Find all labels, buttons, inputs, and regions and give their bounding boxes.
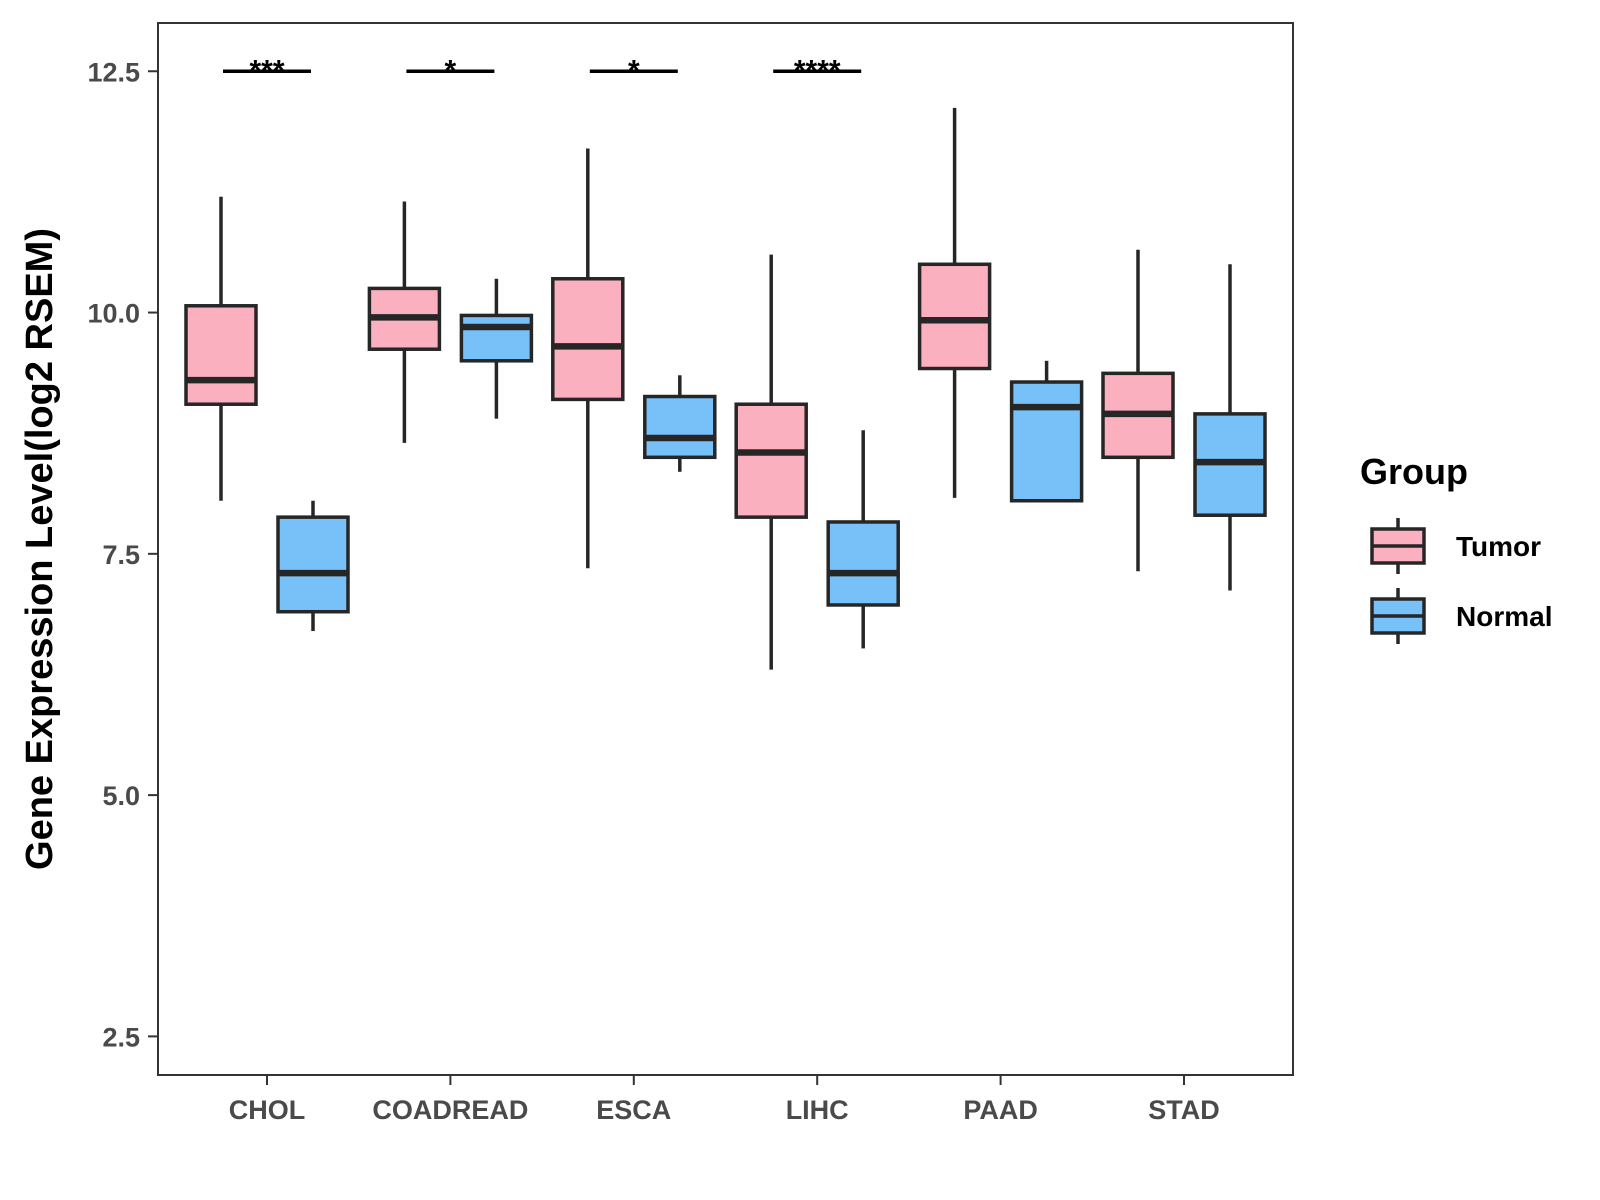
significance-label: ***	[249, 54, 284, 87]
legend-item-normal: Normal	[1370, 588, 1552, 644]
box-iqr	[459, 313, 534, 363]
box-normal-coadread	[459, 278, 534, 419]
box-iqr	[734, 402, 808, 519]
legend-label: Tumor	[1456, 531, 1541, 562]
box-iqr	[917, 262, 992, 371]
x-tick-label: PAAD	[963, 1095, 1038, 1125]
y-axis: 2.5 5.0 7.5 10.0 12.5	[87, 57, 158, 1052]
legend: Group Tumor Normal	[1360, 451, 1552, 644]
x-tick-label: STAD	[1148, 1095, 1220, 1125]
box-normal-esca	[643, 375, 717, 472]
significance-label: *	[628, 54, 640, 87]
x-tick-label: LIHC	[786, 1095, 849, 1125]
significance-label: *	[445, 54, 457, 87]
y-axis-title: Gene Expression Level(log2 RSEM)	[19, 228, 61, 870]
box-tumor-coadread	[367, 201, 442, 443]
box-tumor-lihc	[734, 254, 808, 670]
significance-annotations: *** * * ****	[223, 54, 862, 87]
box-tumor-stad	[1101, 249, 1175, 572]
y-tick-label: 5.0	[102, 781, 140, 811]
box-iqr	[826, 520, 900, 607]
y-tick-label: 7.5	[102, 540, 140, 570]
box-normal-paad	[1009, 360, 1084, 503]
box-iqr	[643, 394, 717, 460]
box-iqr	[1009, 380, 1084, 503]
box-normal-lihc	[826, 430, 900, 649]
legend-title: Group	[1360, 451, 1468, 492]
x-tick-label: COADREAD	[372, 1095, 528, 1125]
x-tick-label: ESCA	[596, 1095, 671, 1125]
box-tumor-esca	[551, 148, 625, 569]
legend-item-tumor: Tumor	[1370, 518, 1541, 574]
y-tick-label: 2.5	[102, 1022, 140, 1052]
x-axis: CHOL COADREAD ESCA LIHC PAAD STAD	[229, 1075, 1220, 1125]
y-tick-label: 12.5	[87, 57, 140, 87]
box-iqr	[276, 515, 350, 614]
box-normal-chol	[276, 500, 350, 632]
box-tumor-chol	[184, 196, 258, 501]
box-tumor-paad	[917, 107, 992, 498]
legend-label: Normal	[1456, 601, 1552, 632]
y-tick-label: 10.0	[87, 299, 140, 329]
significance-label: ****	[794, 54, 841, 87]
box-series	[184, 107, 1267, 670]
x-tick-label: CHOL	[229, 1095, 306, 1125]
box-iqr	[184, 304, 258, 406]
box-iqr	[551, 277, 625, 402]
box-normal-stad	[1193, 264, 1267, 591]
